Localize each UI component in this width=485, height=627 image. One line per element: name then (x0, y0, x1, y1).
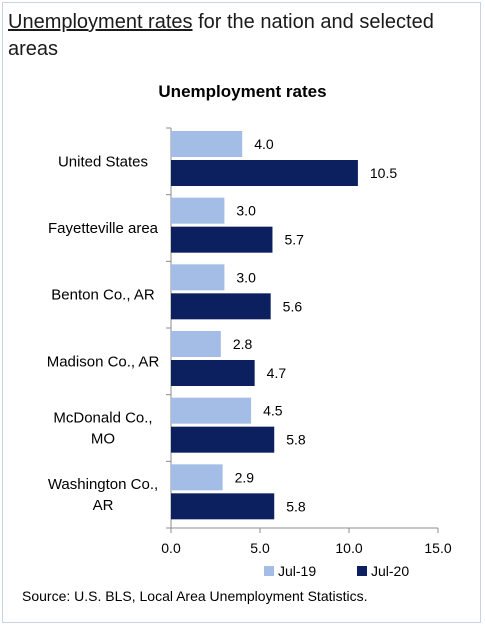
chart-title: Unemployment rates (158, 82, 327, 101)
data-label: 3.0 (236, 203, 256, 219)
category-label: Washington Co., (48, 476, 158, 493)
bar-jul-19 (171, 131, 243, 157)
legend-swatch-jul-20 (357, 566, 367, 576)
category-label: AR (93, 497, 114, 514)
legend-label: Jul-20 (371, 563, 409, 579)
data-label: 5.8 (286, 432, 306, 448)
heading-text: for the nation and selected areas (8, 11, 434, 60)
bar-jul-20 (171, 426, 275, 453)
legend-label: Jul-19 (278, 563, 316, 579)
category-label: Fayetteville area (48, 220, 159, 237)
data-label: 2.8 (233, 336, 253, 352)
data-label: 10.5 (370, 165, 397, 181)
category-label: United States (58, 153, 148, 170)
bar-jul-20 (171, 493, 275, 520)
heading-link[interactable]: Unemployment rates (8, 11, 193, 33)
category-label: McDonald Co., (53, 410, 152, 427)
page-heading: Unemployment rates for the nation and se… (8, 9, 468, 63)
bar-jul-19 (171, 331, 221, 357)
data-label: 4.5 (263, 403, 283, 419)
data-label: 2.9 (235, 469, 255, 485)
category-label: Benton Co., AR (51, 287, 155, 304)
bar-jul-20 (171, 360, 255, 386)
x-tick-label: 5.0 (250, 540, 270, 556)
source-note: Source: U.S. BLS, Local Area Unemploymen… (22, 588, 368, 604)
bar-jul-19 (171, 264, 225, 291)
bar-jul-19 (171, 464, 223, 491)
bar-jul-20 (171, 226, 273, 253)
bar-jul-19 (171, 197, 225, 224)
x-tick-label: 15.0 (424, 540, 451, 556)
data-label: 5.7 (284, 232, 304, 248)
bar-jul-20 (171, 160, 358, 186)
category-label: MO (91, 431, 115, 448)
bar-jul-20 (171, 293, 271, 320)
x-tick-label: 10.0 (335, 540, 362, 556)
legend-swatch-jul-19 (264, 566, 274, 576)
data-label: 4.0 (254, 136, 274, 152)
data-label: 4.7 (267, 365, 287, 381)
x-tick-label: 0.0 (161, 540, 181, 556)
category-label: Madison Co., AR (47, 353, 160, 370)
bar-jul-19 (171, 397, 252, 424)
data-label: 5.8 (286, 498, 306, 514)
data-label: 3.0 (236, 269, 256, 285)
data-label: 5.6 (283, 298, 303, 314)
